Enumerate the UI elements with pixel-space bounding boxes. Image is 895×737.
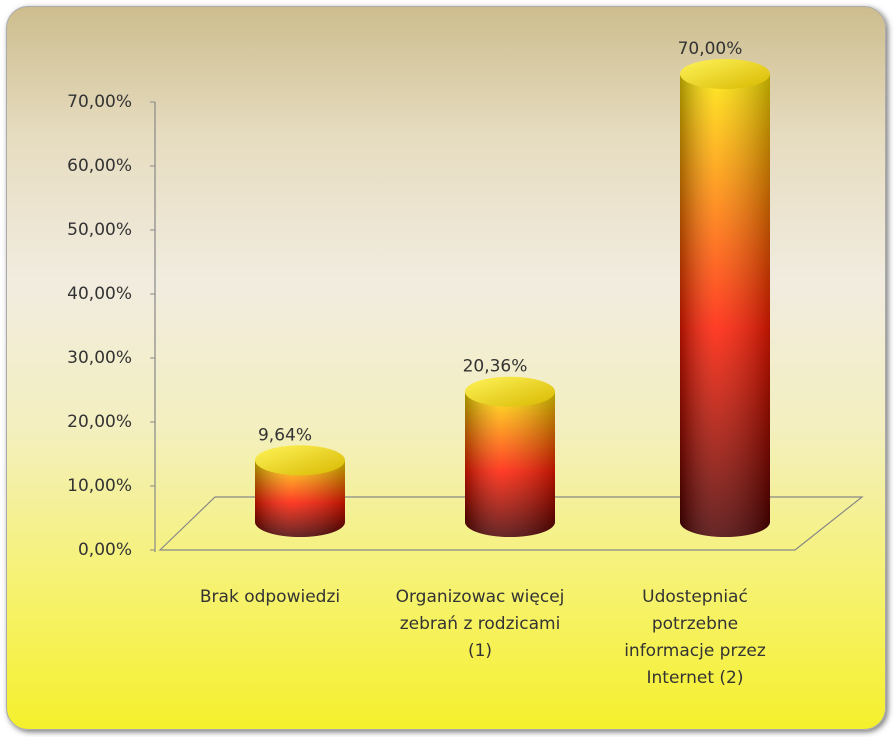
cylinder-shade <box>255 460 345 537</box>
value-label: 20,36% <box>463 357 528 377</box>
floor <box>158 496 864 551</box>
x-tick-label: Udostepniać potrzebne informacje przez I… <box>624 587 766 688</box>
y-tick-label: 50,00% <box>67 220 132 240</box>
y-tick-label: 30,00% <box>67 348 132 368</box>
cylinder-shade <box>680 74 770 537</box>
bar <box>465 376 555 537</box>
y-tick-label: 40,00% <box>67 284 132 304</box>
cylinder-top <box>465 376 555 407</box>
cylinder-top <box>680 59 770 89</box>
cylinder-shade <box>465 391 555 537</box>
y-tick-label: 0,00% <box>78 540 132 560</box>
value-label: 9,64% <box>258 425 312 445</box>
x-tick-label: Organizowac więcej zebrań z rodzicami (1… <box>395 587 565 661</box>
y-tick-label: 20,00% <box>67 412 132 432</box>
cylinder-top <box>255 445 345 476</box>
y-tick-label: 70,00% <box>67 92 132 112</box>
y-tick-label: 10,00% <box>67 476 132 496</box>
x-tick-label: Brak odpowiedzi <box>199 587 341 607</box>
bar <box>680 59 770 537</box>
value-label: 70,00% <box>678 39 743 59</box>
bar <box>255 445 345 537</box>
y-tick-label: 60,00% <box>67 156 132 176</box>
